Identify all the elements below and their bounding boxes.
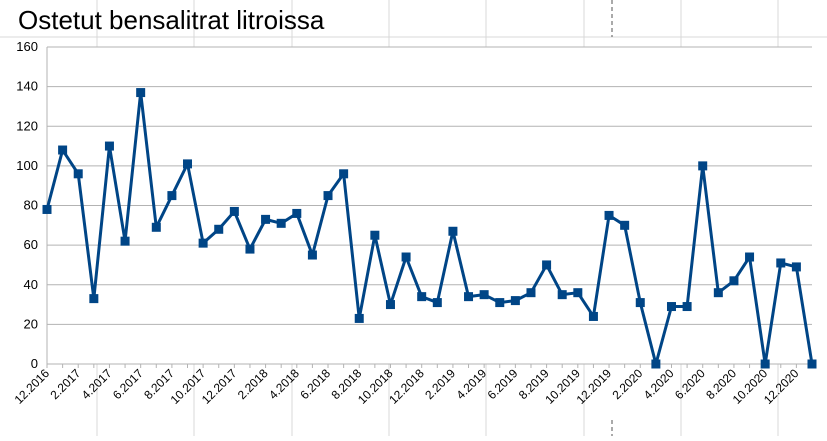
data-point (89, 294, 99, 304)
x-tick-label: 4.2018 (266, 366, 302, 402)
data-point (151, 222, 161, 232)
x-tick-label: 12.2020 (761, 366, 802, 407)
data-point (573, 288, 583, 298)
x-tick-label: 2.2020 (610, 366, 646, 402)
y-tick-label: 120 (16, 118, 38, 133)
data-point (261, 214, 271, 224)
data-point (495, 298, 505, 308)
data-point (276, 218, 286, 228)
y-tick-label: 20 (24, 316, 38, 331)
data-point (167, 191, 177, 201)
x-tick-label: 12.2019 (574, 366, 615, 407)
data-point (198, 238, 208, 248)
data-point (604, 210, 614, 220)
data-point (526, 288, 536, 298)
x-tick-label: 2.2019 (422, 366, 458, 402)
x-tick-label: 12.2017 (199, 366, 240, 407)
data-point (620, 220, 630, 230)
data-point (698, 161, 708, 171)
y-tick-label: 140 (16, 79, 38, 94)
data-point (776, 258, 786, 268)
x-tick-label: 6.2019 (485, 366, 521, 402)
data-point (588, 311, 598, 321)
data-point (323, 191, 333, 201)
x-tick-label: 4.2020 (641, 366, 677, 402)
data-point (432, 298, 442, 308)
x-tick-label: 6.2017 (110, 366, 146, 402)
data-point (807, 359, 817, 369)
data-point (73, 169, 83, 179)
y-tick-label: 100 (16, 158, 38, 173)
data-point (791, 262, 801, 272)
data-point (557, 290, 567, 300)
x-axis-labels: 12.20162.20174.20176.20178.201710.201712… (12, 366, 802, 407)
y-tick-label: 0 (31, 356, 38, 371)
data-point (120, 236, 130, 246)
x-tick-label: 4.2019 (453, 366, 489, 402)
x-tick-label: 6.2020 (672, 366, 708, 402)
x-tick-label: 12.2018 (386, 366, 427, 407)
data-point (510, 296, 520, 306)
x-tick-label: 12.2016 (12, 366, 53, 407)
data-point (229, 206, 239, 216)
data-point (104, 141, 114, 151)
series-markers (42, 88, 817, 369)
data-point (417, 292, 427, 302)
data-point (370, 230, 380, 240)
data-point (448, 226, 458, 236)
data-point (745, 252, 755, 262)
data-point (136, 88, 146, 98)
x-tick-label: 6.2018 (297, 366, 333, 402)
data-point (385, 300, 395, 310)
data-point (214, 224, 224, 234)
data-point (713, 288, 723, 298)
y-axis-labels: 0 20 40 60 80 100 120 140 160 (16, 39, 38, 371)
data-point (183, 159, 193, 169)
chart-title: Ostetut bensalitrat litroissa (18, 5, 325, 35)
data-point (245, 244, 255, 254)
data-point (682, 302, 692, 312)
data-point (354, 313, 364, 323)
data-point (479, 290, 489, 300)
data-point (401, 252, 411, 262)
data-point (666, 302, 676, 312)
data-point (307, 250, 317, 260)
data-point (339, 169, 349, 179)
x-tick-label: 2.2017 (47, 366, 83, 402)
data-point (464, 292, 474, 302)
y-tick-label: 80 (24, 198, 38, 213)
data-point (760, 359, 770, 369)
data-point (58, 145, 68, 155)
data-point (651, 359, 661, 369)
data-point (542, 260, 552, 270)
y-tick-label: 160 (16, 39, 38, 54)
data-point (729, 276, 739, 286)
x-tick-label: 2.2018 (235, 366, 271, 402)
y-tick-label: 60 (24, 237, 38, 252)
data-point (42, 204, 52, 214)
data-point (292, 208, 302, 218)
data-point (635, 298, 645, 308)
y-tick-label: 40 (24, 277, 38, 292)
